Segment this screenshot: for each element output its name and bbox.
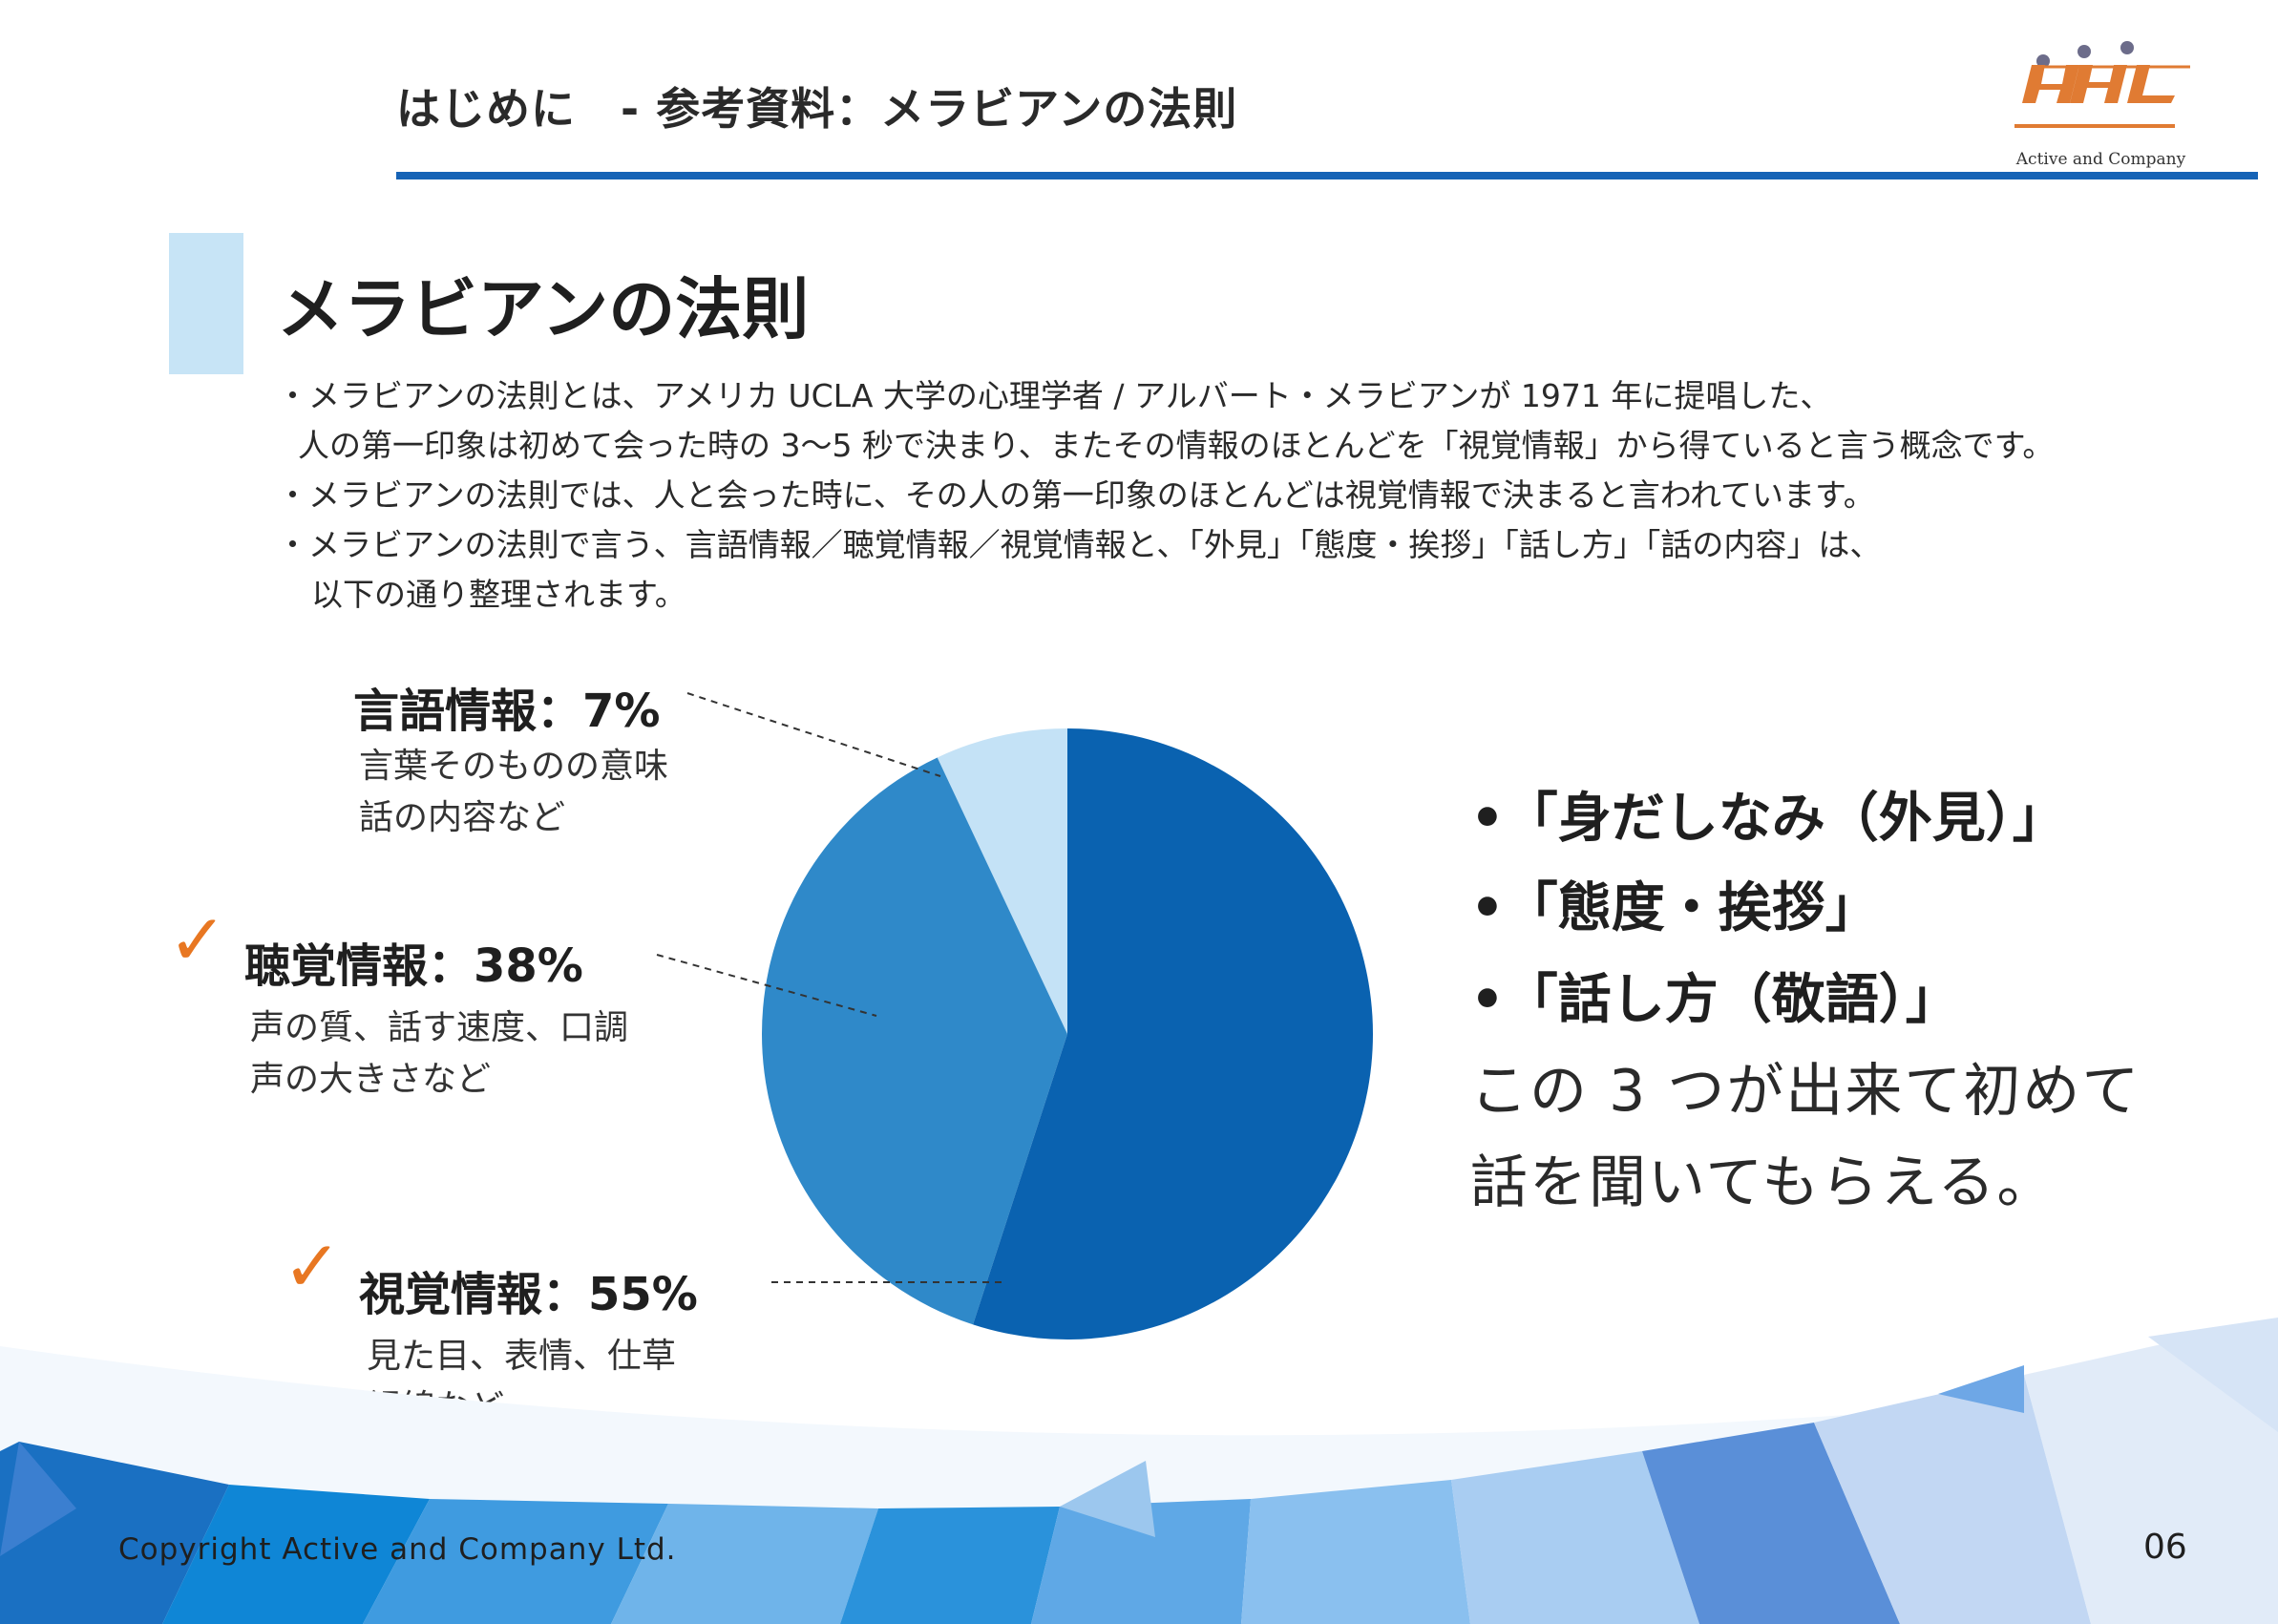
- conclusion-line-2: 話を聞いてもらえる。: [1470, 1149, 2057, 1216]
- intro-line-1: ・メラビアンの法則とは、アメリカ UCLA 大学の心理学者 / アルバート・メラ…: [277, 377, 1832, 414]
- label-verbal-desc-2: 話の内容など: [359, 798, 566, 837]
- checkmark-icon: ✓: [168, 899, 228, 981]
- pie-slice-visual: [973, 728, 1373, 1339]
- pie-slice-vocal: [762, 757, 1067, 1325]
- point-appearance: •「身だしなみ（外見）」: [1470, 788, 2066, 850]
- label-vocal-desc-2: 声の大きさなど: [250, 1060, 492, 1099]
- label-visual-heading: 視覚情報：55%: [359, 1268, 698, 1321]
- intro-line-3: ・メラビアンの法則では、人と会った時に、その人の第一印象のほとんどは視覚情報で決…: [277, 476, 1875, 514]
- leader-line-verbal: [686, 692, 941, 777]
- label-vocal-heading: 聴覚情報：38%: [244, 939, 583, 993]
- copyright-text: Copyright Active and Company Ltd.: [118, 1532, 677, 1567]
- intro-line-4: ・メラビアンの法則で言う、言語情報／聴覚情報／視覚情報と、「外見」「態度・挨拶」…: [277, 526, 1882, 563]
- label-verbal-desc-1: 言葉そのものの意味: [359, 747, 669, 786]
- company-logo: [2014, 41, 2190, 128]
- leader-line-vocal: [656, 954, 877, 1017]
- pie-slice-verbal: [937, 728, 1067, 1034]
- intro-line-5: 以下の通り整理されます。: [311, 576, 686, 613]
- page-header-title: はじめに - 参考資料：メラビアンの法則: [396, 83, 1238, 135]
- footer-decoration: [0, 1318, 2278, 1624]
- conclusion-line-1: この 3 つが出来て初めて: [1470, 1058, 2141, 1125]
- label-verbal-heading: 言語情報：7%: [353, 685, 661, 738]
- section-accent-bar: [169, 233, 243, 374]
- header-divider: [396, 172, 2258, 179]
- label-visual-desc-1: 見た目、表情、仕草: [367, 1337, 677, 1376]
- intro-line-2: 人の第一印象は初めて会った時の 3〜5 秒で決まり、またその情報のほとんどを「視…: [298, 427, 2055, 464]
- logo-caption: Active and Company: [2015, 150, 2186, 169]
- point-attitude: •「態度・挨拶」: [1470, 877, 1879, 939]
- page-number: 06: [2143, 1528, 2187, 1567]
- point-speech: •「話し方（敬語）」: [1470, 969, 1959, 1031]
- checkmark-icon: ✓: [283, 1226, 343, 1308]
- section-title: メラビアンの法則: [277, 270, 810, 348]
- label-vocal-desc-1: 声の質、話す速度、口調: [250, 1008, 629, 1047]
